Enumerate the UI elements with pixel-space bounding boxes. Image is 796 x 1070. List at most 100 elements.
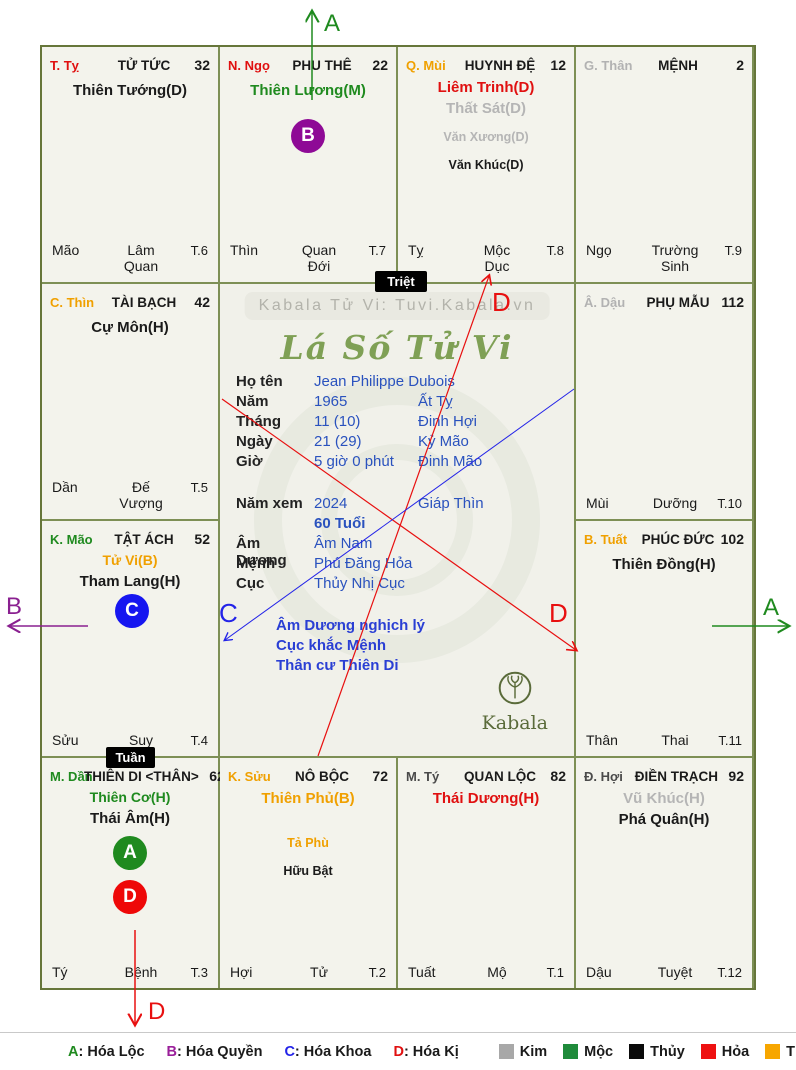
chi-label: Mùi [586, 495, 609, 511]
info-row: Cục Thủy Nhị Cục [236, 575, 484, 595]
tuvi-chart-grid: T. Tỵ TỬ TỨC 32 Thiên Tướng(D) Mão Lâm Q… [40, 45, 756, 990]
star-list: Liêm Trinh(D) Thất Sát(D) Văn Xương(D) V… [398, 77, 574, 174]
cell-header: Đ. Hợi ĐIỀN TRẠCH 92 [576, 758, 752, 784]
site-watermark: Kabala Tử Vi: Tuvi.Kabala.vn [244, 292, 550, 320]
star-name: Tham Lang(H) [79, 572, 181, 590]
star-name: Tử Vi(B) [102, 552, 158, 568]
palace-name: PHU THÊ [292, 58, 352, 73]
arrow-label-d-bottom: D [148, 998, 165, 1025]
cell-header: C. Thìn TÀI BẠCH 42 [42, 284, 218, 310]
palace-number: 22 [372, 57, 388, 73]
info-value: Phú Đăng Hỏa [314, 555, 413, 572]
palace-number: 52 [194, 531, 210, 547]
star-name: Tả Phù [287, 836, 329, 850]
info-extra: Đinh Hợi [418, 413, 478, 430]
palace-name: PHỤ MẪU [646, 295, 710, 310]
kabala-logo: Kabala [482, 670, 548, 734]
info-label: Năm xem [236, 495, 303, 512]
hoa-ki-badge: D [113, 880, 147, 914]
info-extra: Kỷ Mão [418, 433, 469, 450]
legend-footer: A: Hóa Lộc B: Hóa Quyền C: Hóa Khoa D: H… [0, 1032, 796, 1070]
palace-number: 2 [736, 57, 744, 73]
palace-number: 12 [550, 57, 566, 73]
can-chi-label: T. Tỵ [50, 58, 79, 73]
palace-cell-phuc-duc: B. Tuất PHÚC ĐỨC 102 Thiên Đồng(H) Thân … [576, 521, 752, 756]
cycle-label: T.10 [717, 496, 742, 511]
info-label: Họ tên [236, 373, 283, 390]
hoa-loc-badge: A [113, 836, 147, 870]
element-name: Kim [519, 1043, 548, 1060]
hoa-quyen-badge: B [291, 119, 325, 153]
legend-name: : Hóa Quyền [177, 1043, 263, 1060]
palace-name: THIÊN DI <THÂN> [84, 769, 199, 784]
legend-name: : Hóa Kị [403, 1043, 459, 1060]
palace-cell-quan-loc: M. Tý QUAN LỘC 82 Thái Dương(H) Tuất Mộ … [398, 758, 574, 988]
palace-cell-phu-the: N. Ngọ PHU THÊ 22 Thiên Lương(M) B Thìn … [220, 47, 396, 282]
center-info-panel: Kabala Tử Vi: Tuvi.Kabala.vn Lá Số Tử Vi… [220, 284, 574, 756]
legend-letter-a: A [68, 1043, 79, 1060]
legend-hoa-ki: D: Hóa Kị [393, 1044, 458, 1060]
cell-footer: Hợi Tử T.2 [230, 964, 386, 980]
chi-label: Hợi [230, 964, 253, 980]
palace-cell-menh: G. Thân MỆNH 2 Ngọ Trường Sinh T.9 [576, 47, 752, 282]
can-chi-label: B. Tuất [584, 532, 628, 547]
stage-label: Suy [128, 732, 154, 748]
legend-letter-c: C [284, 1043, 295, 1060]
cell-footer: Dậu Tuyệt T.12 [586, 964, 742, 980]
star-name: Cự Môn(H) [91, 319, 169, 336]
stage-label: Quan Đới [301, 242, 337, 274]
legend-name: : Hóa Lộc [78, 1043, 145, 1060]
palace-number: 92 [728, 768, 744, 784]
cycle-label: T.7 [368, 243, 386, 258]
cell-header: Â. Dậu PHỤ MẪU 112 [576, 284, 752, 310]
palace-name: MỆNH [658, 58, 698, 73]
chi-label: Dậu [586, 964, 612, 980]
arrow-label-a-right: A [763, 594, 779, 621]
stage-label: Thai [661, 732, 689, 748]
cell-header: M. Dần THIÊN DI <THÂN> 62 [42, 758, 225, 784]
element-name: Hỏa [721, 1043, 750, 1060]
legend-hoa-khoa: C: Hóa Khoa [284, 1044, 371, 1060]
star-list: Thái Dương(H) [398, 788, 574, 809]
destiny-note: Thân cư Thiên Di [276, 657, 399, 674]
info-value: 60 Tuổi [314, 515, 366, 532]
cell-footer: Ngọ Trường Sinh T.9 [586, 242, 742, 274]
info-value: 5 giờ 0 phút [314, 453, 394, 470]
cycle-label: T.11 [718, 733, 742, 748]
info-row: Năm xem 2024 Giáp Thìn [236, 495, 484, 515]
palace-cell-no-boc: K. Sửu NÔ BỘC 72 Thiên Phủ(B) Tả Phù Hữu… [220, 758, 396, 988]
cell-header: B. Tuất PHÚC ĐỨC 102 [576, 521, 752, 547]
info-label: Cục [236, 575, 265, 592]
info-value: Thủy Nhị Cục [314, 575, 405, 592]
palace-name: HUYNH ĐỆ [464, 58, 536, 73]
hoa-legend: A: Hóa Lộc B: Hóa Quyền C: Hóa Khoa D: H… [68, 1044, 481, 1060]
cycle-label: T.6 [190, 243, 208, 258]
info-value: 11 (10) [314, 413, 361, 430]
info-row: Ngày 21 (29) Kỷ Mão [236, 433, 484, 453]
stage-label: Trường Sinh [651, 242, 699, 274]
can-chi-label: K. Sửu [228, 769, 271, 784]
star-name: Thiên Cơ(H) [89, 789, 171, 805]
star-name: Hữu Bật [283, 863, 333, 878]
cell-header: N. Ngọ PHU THÊ 22 [220, 47, 396, 73]
cycle-label: T.3 [190, 965, 208, 980]
element-name: Thổ [786, 1043, 796, 1060]
can-chi-label: Q. Mùi [406, 58, 446, 73]
cycle-label: T.2 [368, 965, 386, 980]
star-name: Thiên Phủ(B) [261, 790, 355, 807]
cell-header: K. Sửu NÔ BỘC 72 [220, 758, 396, 784]
legend-thuy: Thủy [629, 1044, 685, 1060]
cell-header: M. Tý QUAN LỘC 82 [398, 758, 574, 784]
cell-footer: Mão Lâm Quan T.6 [52, 242, 208, 274]
can-chi-label: K. Mão [50, 532, 93, 547]
star-list: Tử Vi(B) Tham Lang(H) [42, 551, 218, 592]
star-list: Thiên Lương(M) [220, 80, 396, 101]
cell-footer: Thân Thai T.11 [586, 732, 742, 748]
can-chi-label: G. Thân [584, 58, 633, 73]
chi-label: Tỵ [408, 242, 424, 258]
chi-label: Dần [52, 479, 78, 495]
info-row: Tháng 11 (10) Đinh Hợi [236, 413, 484, 433]
palace-number: 32 [194, 57, 210, 73]
cycle-label: T.5 [190, 480, 208, 495]
thuy-color-swatch [629, 1044, 645, 1059]
